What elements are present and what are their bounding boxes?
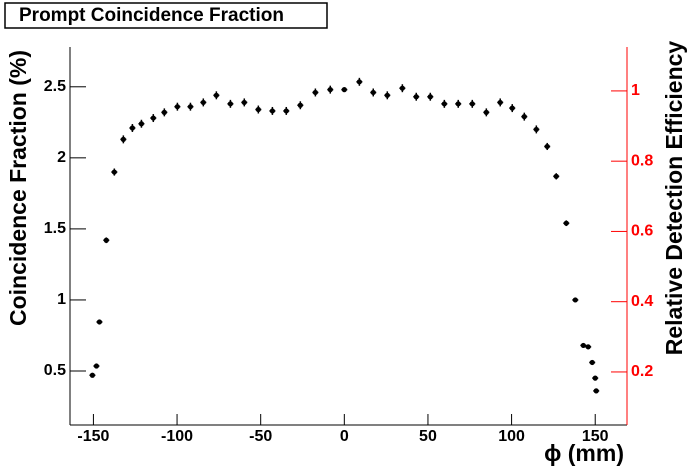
data-point bbox=[592, 375, 598, 381]
y2-axis-title: Relative Detection Efficiency bbox=[661, 41, 687, 356]
data-point bbox=[327, 87, 333, 93]
data-point bbox=[312, 89, 318, 96]
data-point bbox=[213, 92, 219, 98]
data-point bbox=[593, 388, 599, 394]
y-tick-label: 1 bbox=[57, 291, 66, 308]
data-point bbox=[255, 106, 261, 113]
data-point bbox=[241, 99, 247, 106]
y2-tick-label: 0.8 bbox=[631, 152, 653, 169]
data-point bbox=[96, 319, 103, 325]
data-point bbox=[521, 114, 527, 120]
data-point bbox=[533, 126, 539, 133]
data-point bbox=[497, 99, 503, 106]
data-point bbox=[111, 169, 117, 175]
y2-tick-label: 1 bbox=[631, 82, 640, 99]
data-point bbox=[553, 173, 559, 179]
data-point bbox=[585, 344, 591, 350]
y2-tick-label: 0.4 bbox=[631, 293, 653, 310]
y2-tick-label: 0.6 bbox=[631, 223, 653, 240]
y-tick-label: 0.5 bbox=[44, 362, 66, 379]
data-point bbox=[384, 92, 390, 98]
x-axis-title: ϕ (mm) bbox=[544, 440, 624, 466]
data-point bbox=[129, 125, 135, 131]
x-tick-label: 150 bbox=[582, 428, 609, 445]
y-tick-label: 1.5 bbox=[44, 220, 66, 237]
data-point bbox=[283, 108, 289, 114]
data-point bbox=[413, 94, 419, 100]
data-point bbox=[370, 89, 376, 96]
x-tick-label: -150 bbox=[77, 428, 109, 445]
data-point bbox=[174, 104, 180, 110]
x-tick-label: 50 bbox=[419, 428, 437, 445]
data-point bbox=[93, 363, 100, 369]
data-point bbox=[455, 101, 461, 107]
data-point bbox=[469, 101, 475, 107]
data-point bbox=[89, 372, 96, 378]
x-tick-label: 0 bbox=[340, 428, 349, 445]
chart-title: Prompt Coincidence Fraction bbox=[19, 5, 284, 26]
data-point bbox=[441, 101, 447, 107]
data-point bbox=[589, 359, 595, 366]
x-tick-label: 100 bbox=[498, 428, 525, 445]
data-point bbox=[297, 102, 303, 108]
data-point bbox=[161, 109, 167, 115]
data-point bbox=[341, 87, 347, 93]
data-point bbox=[544, 143, 550, 150]
data-point bbox=[356, 79, 362, 85]
y-tick-label: 2.5 bbox=[44, 78, 66, 95]
y2-tick-label: 0.2 bbox=[631, 363, 653, 380]
data-point bbox=[120, 136, 126, 142]
x-tick-label: -50 bbox=[249, 428, 272, 445]
data-point bbox=[200, 99, 206, 106]
data-point bbox=[103, 237, 109, 243]
title-box bbox=[4, 2, 328, 29]
data-point bbox=[187, 104, 194, 110]
data-point bbox=[427, 94, 433, 100]
data-point bbox=[509, 105, 515, 111]
data-point bbox=[269, 108, 275, 114]
data-point bbox=[580, 342, 586, 349]
data-point bbox=[227, 101, 234, 107]
y-axis-title: Coincidence Fraction (%) bbox=[5, 50, 31, 326]
data-point bbox=[150, 115, 156, 121]
data-point bbox=[138, 121, 145, 127]
data-point bbox=[399, 85, 405, 91]
data-point bbox=[483, 109, 489, 115]
y-tick-label: 2 bbox=[57, 149, 66, 166]
data-point bbox=[563, 220, 569, 226]
data-point bbox=[572, 297, 578, 303]
x-tick-label: -100 bbox=[161, 428, 193, 445]
